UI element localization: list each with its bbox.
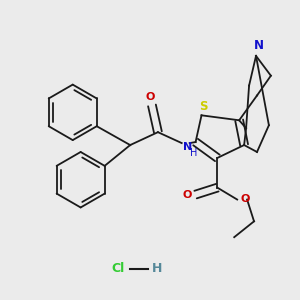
Text: O: O [183, 190, 192, 200]
Text: H: H [152, 262, 162, 275]
Text: H: H [190, 148, 197, 158]
Text: S: S [199, 100, 208, 113]
Text: O: O [240, 194, 250, 203]
Text: N: N [254, 40, 264, 52]
Text: O: O [145, 92, 155, 103]
Text: N: N [183, 142, 192, 152]
Text: Cl: Cl [112, 262, 125, 275]
